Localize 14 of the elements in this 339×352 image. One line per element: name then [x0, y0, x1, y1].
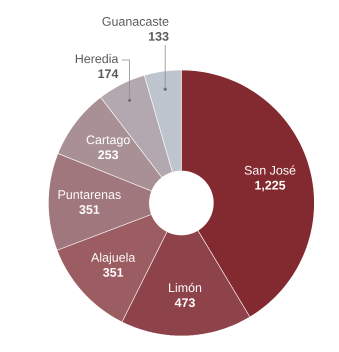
slice-label: Limón	[168, 282, 201, 292]
slice-label: Heredia	[76, 54, 118, 64]
data-label: 351	[79, 205, 100, 214]
slice-label: Cartago	[86, 135, 130, 147]
data-label: 253	[98, 150, 118, 160]
data-label: 174	[98, 69, 118, 78]
data-label: 473	[174, 298, 195, 308]
slice-label: Alajuela	[90, 252, 136, 264]
data-label: 133	[148, 32, 168, 41]
data-label: 1,225	[255, 180, 286, 192]
slice-label: Puntarenas	[58, 190, 121, 199]
data-label: 351	[102, 268, 124, 277]
slice-label: San José	[244, 165, 296, 175]
slice-label: Guanacaste	[102, 17, 168, 26]
